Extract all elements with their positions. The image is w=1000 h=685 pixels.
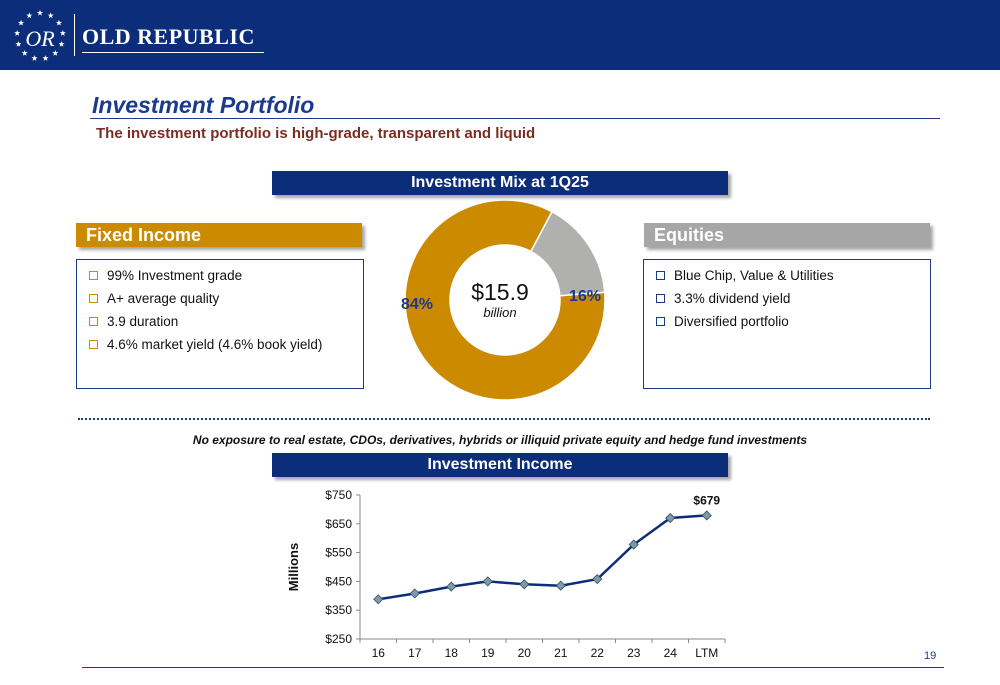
header-bar: OR OLD REPUBLIC [0,0,1000,70]
y-axis-label: Millions [286,543,301,591]
y-tick-label: $650 [325,517,352,531]
fixed-income-list: 99% Investment grade A+ average quality … [77,260,363,359]
logo-star-icon [42,55,49,61]
logo-star-icon [55,19,62,26]
logo-star-icon [36,9,44,16]
data-point [482,576,493,587]
data-point [665,512,676,524]
data-point [409,588,420,599]
x-tick-label: 20 [518,646,532,660]
fixed-income-slice [404,200,606,400]
fixed-income-pct-label: 84% [401,296,434,313]
checkbox-bullet-icon [89,271,98,280]
y-tick-label: $250 [325,632,352,646]
page-subtitle: The investment portfolio is high-grade, … [96,125,536,142]
title-rule [90,118,940,119]
x-tick-label: 16 [372,646,386,660]
logo-star-icon [59,30,66,36]
y-tick-label: $750 [325,488,352,502]
brand-name: OLD REPUBLIC [82,24,255,49]
investment-income-line-chart: $250 $350 $450 $550 $650 $750 16 17 18 19 20 21 22 23… [286,488,726,660]
data-point [373,594,384,605]
logo-star-icon [31,55,38,61]
list-item-text: Diversified portfolio [674,314,789,329]
equities-title: Equities [654,225,725,245]
y-tick-label: $350 [325,603,352,617]
logo-monogram: OR [25,26,55,51]
donut-total-unit: billion [483,305,517,320]
checkbox-bullet-icon [656,294,665,303]
fixed-income-title: Fixed Income [86,225,202,245]
data-point [446,581,457,592]
list-item: 99% Investment grade [89,267,363,290]
logo-divider [74,14,75,56]
checkbox-bullet-icon [89,340,98,349]
data-point [519,579,530,590]
income-series-line [378,514,707,601]
x-tick-label: 21 [554,646,568,660]
x-tick-label: 18 [445,646,459,660]
equities-banner: Equities [644,223,930,247]
list-item: 4.6% market yield (4.6% book yield) [89,336,363,359]
x-tick-label: 19 [481,646,495,660]
list-item: Blue Chip, Value & Utilities [656,267,930,290]
checkbox-bullet-icon [656,317,665,326]
data-point [628,539,639,550]
x-tick-label: 23 [627,646,641,660]
x-tick-label: 24 [664,646,678,660]
page-number: 19 [924,650,937,662]
data-point [592,574,603,585]
data-point [555,580,566,591]
list-item-text: 99% Investment grade [107,268,243,283]
equities-box: Blue Chip, Value & Utilities 3.3% divide… [643,259,931,389]
logo-star-icon [15,40,22,47]
brand-underline [82,52,264,53]
y-tick-label: $450 [325,574,352,588]
list-item: A+ average quality [89,290,363,313]
equities-list: Blue Chip, Value & Utilities 3.3% divide… [644,260,930,336]
logo-star-icon [52,50,59,56]
list-item-text: Blue Chip, Value & Utilities [674,268,834,283]
list-item: 3.9 duration [89,313,363,336]
dotted-separator [78,418,930,420]
list-item-text: 3.3% dividend yield [674,291,791,306]
logo-star-icon [18,19,25,26]
logo-star-icon [14,30,21,36]
checkbox-bullet-icon [656,271,665,280]
data-point [701,510,712,521]
donut-total-value: $15.9 [471,279,529,305]
checkbox-bullet-icon [89,317,98,326]
x-tick-label: 17 [408,646,422,660]
checkbox-bullet-icon [89,294,98,303]
list-item: 3.3% dividend yield [656,290,930,313]
x-tick-label: LTM [695,646,718,660]
investment-income-banner: Investment Income [272,453,728,477]
old-republic-logo-icon: OR [14,9,66,61]
footer-rule [82,667,944,668]
fixed-income-box: 99% Investment grade A+ average quality … [76,259,364,389]
list-item: Diversified portfolio [656,313,930,336]
list-item-text: A+ average quality [107,291,220,306]
data-label: $679 [693,493,720,507]
x-tick-label: 22 [591,646,605,660]
logo-star-icon [47,12,54,19]
page-title: Investment Portfolio [92,92,315,118]
logo-star-icon [58,40,65,47]
list-item-text: 4.6% market yield (4.6% book yield) [107,337,323,352]
list-item-text: 3.9 duration [107,314,179,329]
exposure-note: No exposure to real estate, CDOs, deriva… [192,433,808,447]
equities-pct-label: 16% [569,288,602,305]
logo-star-icon [26,12,33,19]
y-tick-label: $550 [325,546,352,560]
investment-mix-donut-chart [404,200,606,400]
fixed-income-banner: Fixed Income [76,223,362,247]
investment-mix-banner: Investment Mix at 1Q25 [272,171,728,195]
logo-star-icon [21,50,28,56]
